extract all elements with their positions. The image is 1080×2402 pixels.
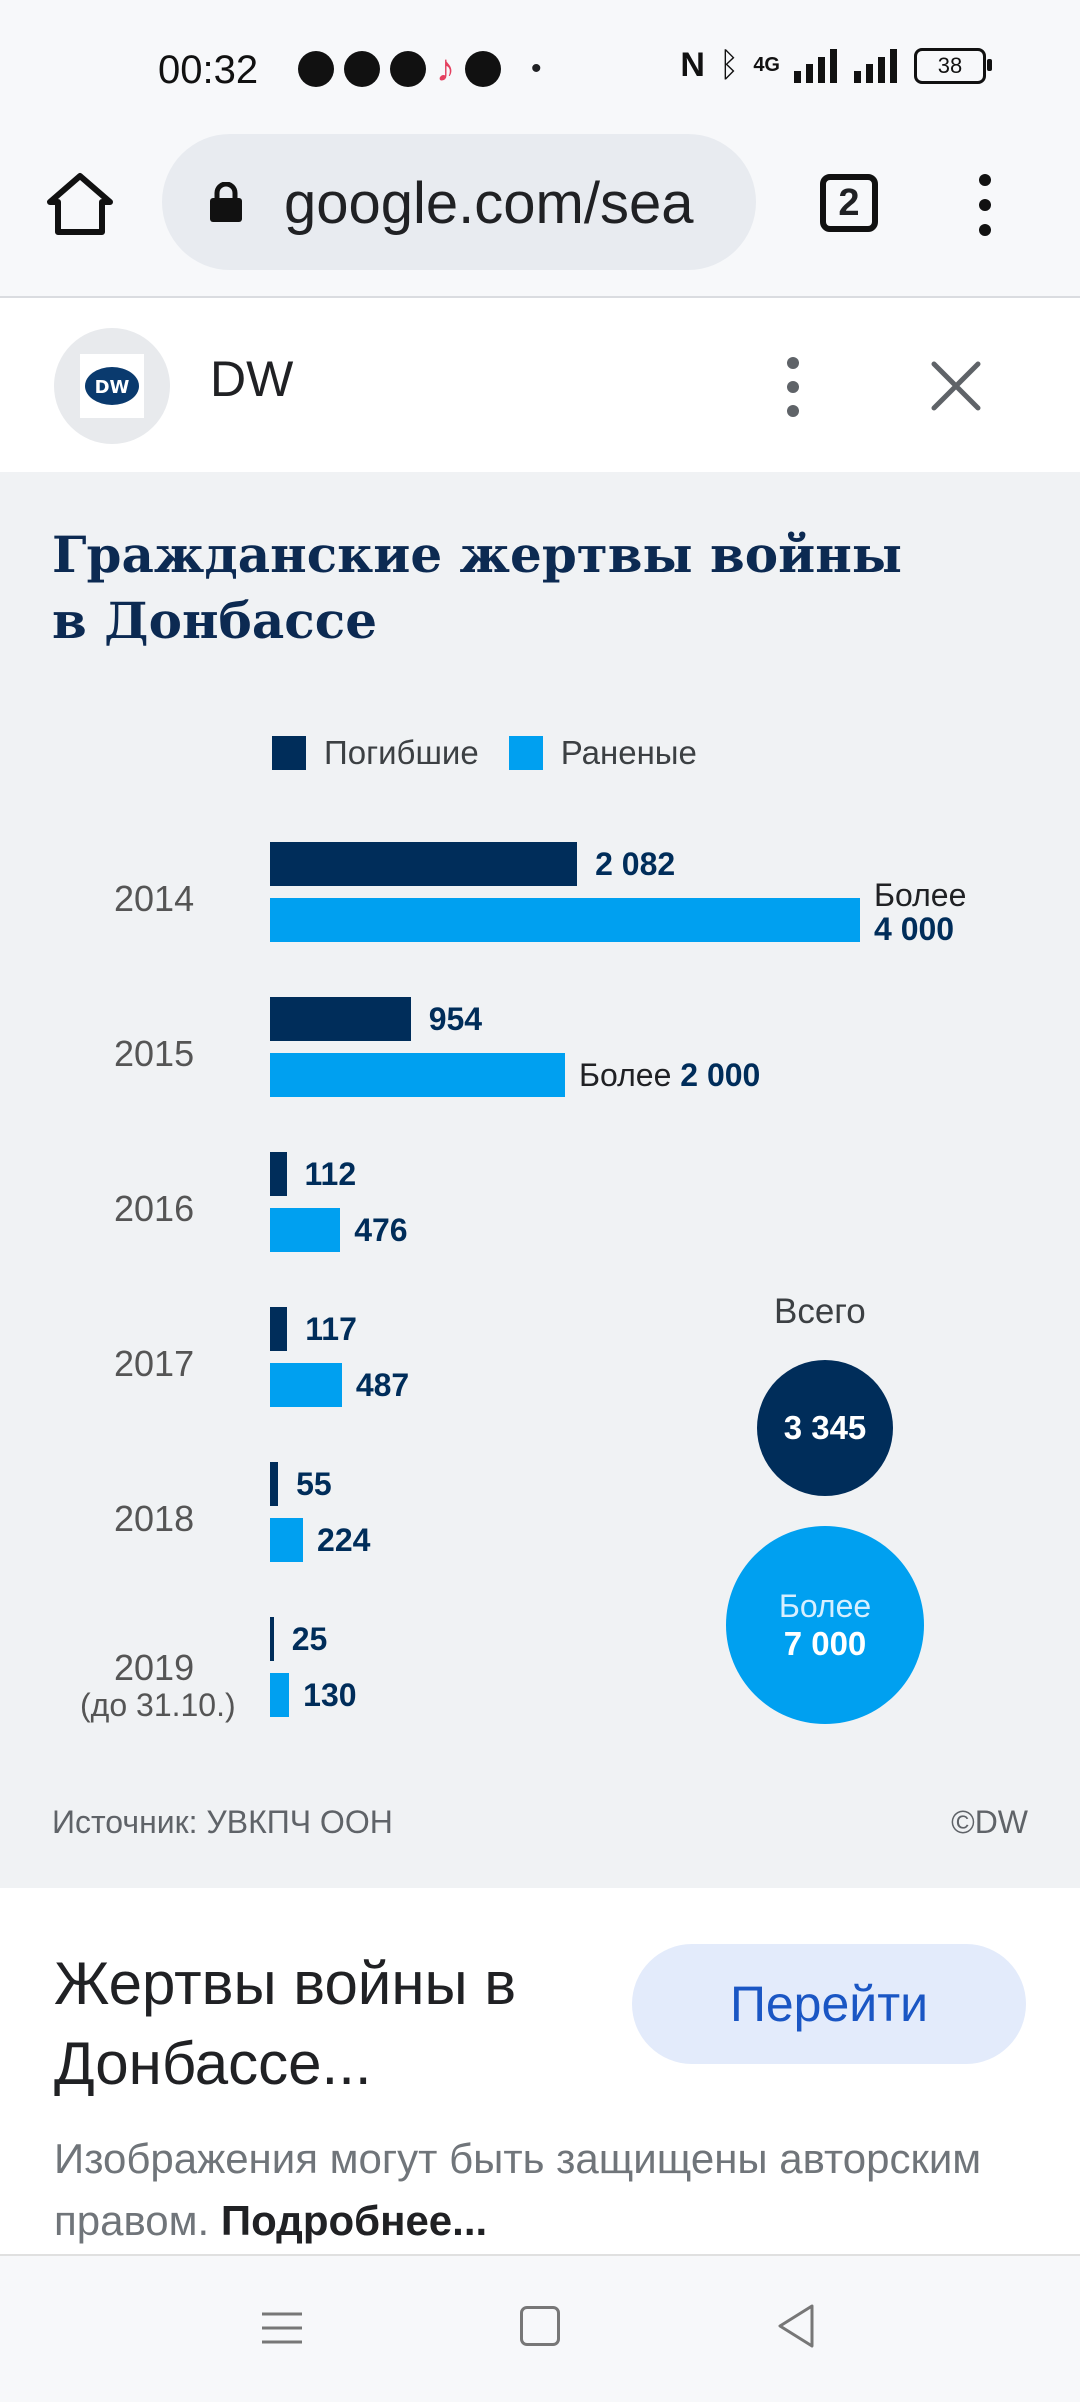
year-label-2015: 2015 xyxy=(114,1033,195,1074)
status-bar: 00:32 ♪ • N ᛒ 4G 38 xyxy=(0,0,1080,130)
network-type: 4G xyxy=(753,54,780,76)
bar-killed-2015 xyxy=(270,997,411,1041)
legend-swatch-wounded xyxy=(508,736,543,770)
value-prefix-2015: Более xyxy=(579,1057,672,1093)
legend-swatch-killed xyxy=(272,736,306,770)
bar-wounded-2015 xyxy=(270,1053,565,1097)
value-killed-2014: 2 082 xyxy=(595,846,676,882)
address-bar[interactable]: google.com/sea xyxy=(162,134,756,270)
year-label-2017: 2017 xyxy=(114,1343,195,1384)
bar-killed-2017 xyxy=(270,1307,288,1351)
value-killed-2017: 117 xyxy=(305,1311,357,1347)
tab-switcher-button[interactable]: 2 xyxy=(820,174,878,232)
value-number-2015: 2 000 xyxy=(680,1057,761,1093)
source-name: DW xyxy=(210,351,294,407)
chart-image[interactable]: Гражданские жертвы войны в Донбассе Поги… xyxy=(0,472,1080,1888)
bar-killed-2016 xyxy=(270,1152,287,1196)
tiktok-notification-icon: ♪ xyxy=(436,47,455,90)
value-wounded-2016: 476 xyxy=(354,1212,407,1249)
value-killed-2018: 55 xyxy=(296,1466,332,1502)
bar-wounded-2018 xyxy=(270,1518,304,1562)
legend-label-killed: Погибшие xyxy=(324,734,479,771)
year-label-2016: 2016 xyxy=(114,1188,195,1229)
dw-logo-text: DW xyxy=(95,377,130,398)
value-killed-2019: 25 xyxy=(291,1621,328,1657)
bar-killed-2014 xyxy=(270,842,578,886)
battery-level: 38 xyxy=(937,52,963,78)
battery-icon: 38 xyxy=(914,47,992,84)
more-options-icon[interactable] xyxy=(970,170,1000,240)
bar-wounded-2019 xyxy=(270,1673,290,1717)
learn-more-link[interactable]: Подробнее... xyxy=(220,2197,488,2244)
signal-icon-2 xyxy=(854,48,897,83)
back-icon[interactable] xyxy=(774,2302,818,2350)
copyright-notice: Изображения могут быть защищены авторски… xyxy=(54,2128,1034,2252)
url-text: google.com/sea xyxy=(284,171,694,236)
total-label: Всего xyxy=(774,1292,866,1331)
value-wounded-2014: Более 4 000 xyxy=(874,878,966,946)
value-wounded-2015: Более 2 000 xyxy=(579,1057,760,1094)
value-wounded-2018: 224 xyxy=(317,1522,370,1559)
bar-wounded-2017 xyxy=(270,1363,342,1407)
more-icon[interactable] xyxy=(778,354,808,420)
year-label-2018: 2018 xyxy=(114,1498,195,1539)
bar-wounded-2014 xyxy=(270,898,860,942)
legend-item-wounded: Раненые xyxy=(508,734,697,772)
total-wounded-circle: Более 7 000 xyxy=(726,1526,924,1724)
more-notifications-icon: • xyxy=(531,52,542,85)
source-avatar: DW xyxy=(54,328,170,444)
app-notification-icon xyxy=(465,51,501,87)
value-number-2016: 476 xyxy=(354,1212,408,1248)
home-icon[interactable] xyxy=(44,168,116,240)
year-label-2019: 2019 xyxy=(114,1647,195,1688)
system-nav-bar xyxy=(0,2254,1080,2402)
nfc-icon: N xyxy=(680,46,705,84)
signal-icon xyxy=(794,48,837,83)
value-killed-2015: 954 xyxy=(428,1001,483,1037)
browser-toolbar: google.com/sea 2 xyxy=(0,130,1080,298)
total-killed-value: 3 345 xyxy=(783,1409,867,1446)
olx-notification-icon xyxy=(390,51,426,87)
year-label-2014: 2014 xyxy=(114,878,195,919)
status-time: 00:32 xyxy=(158,48,259,92)
bluetooth-icon: ᛒ xyxy=(718,46,740,84)
total-killed-circle: 3 345 xyxy=(757,1360,893,1496)
dw-logo-icon: DW xyxy=(80,354,144,418)
bar-killed-2018 xyxy=(270,1462,279,1506)
image-title: Жертвы войны в Донбассе... xyxy=(54,1950,517,2097)
stack-notification-icon xyxy=(344,51,380,87)
value-killed-2016: 112 xyxy=(304,1156,357,1192)
value-number-2019: 130 xyxy=(303,1677,357,1713)
value-number-2014: 4 000 xyxy=(874,911,955,947)
chart-copyright: ©DW xyxy=(951,1804,1028,1840)
legend-item-killed: Погибшие xyxy=(272,734,479,772)
image-sheet-header: DW DW xyxy=(0,298,1080,472)
total-wounded-prefix: Более xyxy=(778,1587,872,1624)
legend-label-wounded: Раненые xyxy=(560,734,697,771)
value-wounded-2019: 130 xyxy=(303,1677,356,1714)
visit-button[interactable]: Перейти xyxy=(632,1944,1026,2064)
lock-icon xyxy=(210,182,242,222)
notification-icons: ♪ • xyxy=(298,44,542,94)
close-icon[interactable] xyxy=(930,360,982,412)
value-number-2017: 487 xyxy=(355,1367,410,1403)
recents-icon[interactable] xyxy=(260,2306,304,2350)
notice-text: Изображения могут быть защищены авторски… xyxy=(54,2135,982,2244)
chrome-notification-icon xyxy=(298,51,334,87)
image-info: Жертвы войны в Донбассе... Перейти Изобр… xyxy=(0,1888,1080,2252)
value-number-2018: 224 xyxy=(317,1522,371,1558)
total-wounded-value: 7 000 xyxy=(783,1624,867,1662)
year-note-2019: (до 31.10.) xyxy=(80,1687,236,1723)
bar-wounded-2016 xyxy=(270,1208,341,1252)
chart-title: Гражданские жертвы войны в Донбассе xyxy=(52,525,902,650)
system-icons: N ᛒ 4G 38 xyxy=(680,46,992,85)
value-prefix-2014: Более xyxy=(874,877,967,913)
bar-killed-2019 xyxy=(270,1617,274,1661)
value-wounded-2017: 487 xyxy=(356,1367,409,1404)
home-nav-icon[interactable] xyxy=(520,2306,560,2346)
chart-source: Источник: УВКПЧ ООН xyxy=(52,1804,393,1840)
chart-legend: Погибшие Раненые xyxy=(272,734,727,772)
